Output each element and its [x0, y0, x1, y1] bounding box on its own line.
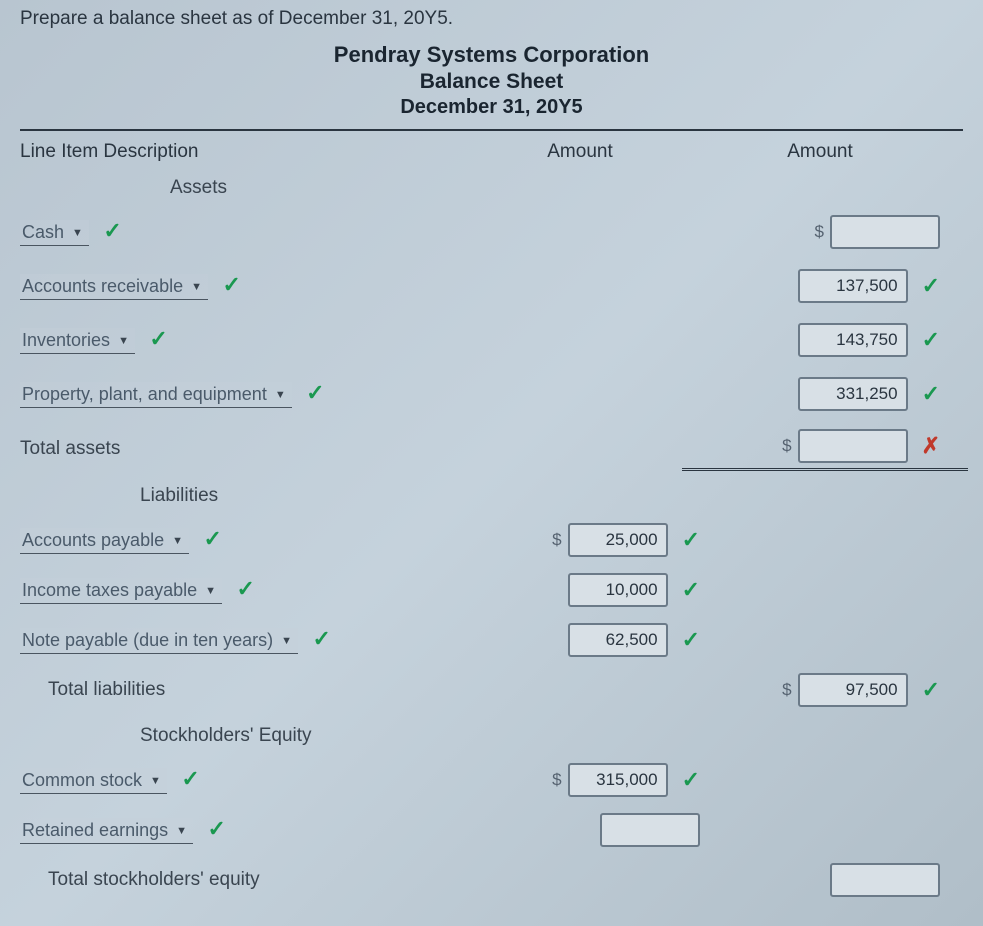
caret-down-icon: ▼ — [191, 281, 202, 293]
caret-down-icon: ▼ — [118, 335, 129, 347]
input-inv-amount[interactable] — [798, 323, 908, 357]
dropdown-ppe[interactable]: Property, plant, and equipment ▼ — [20, 382, 292, 408]
dropdown-label: Accounts payable — [22, 530, 164, 551]
col-amount-2: Amount — [700, 141, 940, 163]
input-itp-amount[interactable] — [568, 573, 668, 607]
caret-down-icon: ▼ — [176, 825, 187, 837]
input-ap-amount[interactable] — [568, 523, 668, 557]
input-ar-amount[interactable] — [798, 269, 908, 303]
dropdown-re[interactable]: Retained earnings ▼ — [20, 818, 193, 844]
check-icon: ✓ — [922, 327, 940, 353]
check-icon: ✓ — [682, 767, 700, 793]
check-icon: ✓ — [682, 627, 700, 653]
section-assets: Assets — [170, 177, 963, 199]
check-icon: ✓ — [922, 381, 940, 407]
check-icon: ✓ — [922, 677, 940, 703]
dropdown-label: Inventories — [22, 330, 110, 351]
dropdown-label: Property, plant, and equipment — [22, 384, 267, 405]
cross-icon: ✗ — [922, 433, 940, 459]
check-icon: ✓ — [103, 218, 121, 244]
section-equity: Stockholders' Equity — [140, 725, 963, 747]
row-cash: Cash ▼ ✓ $ — [20, 213, 963, 251]
input-np-amount[interactable] — [568, 623, 668, 657]
row-ap: Accounts payable ▼ ✓ $ ✓ — [20, 521, 963, 559]
instruction-text: Prepare a balance sheet as of December 3… — [20, 8, 963, 30]
divider — [20, 129, 963, 131]
input-cash-amount[interactable] — [830, 215, 940, 249]
dropdown-label: Common stock — [22, 770, 142, 791]
col-description: Line Item Description — [20, 141, 460, 163]
row-inv: Inventories ▼ ✓ ✓ — [20, 321, 963, 359]
dropdown-itp[interactable]: Income taxes payable ▼ — [20, 578, 222, 604]
row-re: Retained earnings ▼ ✓ — [20, 811, 963, 849]
dropdown-ar[interactable]: Accounts receivable ▼ — [20, 274, 208, 300]
dropdown-label: Retained earnings — [22, 820, 168, 841]
row-cs: Common stock ▼ ✓ $ ✓ — [20, 761, 963, 799]
dropdown-ap[interactable]: Accounts payable ▼ — [20, 528, 189, 554]
check-icon: ✓ — [236, 576, 254, 602]
dropdown-label: Note payable (due in ten years) — [22, 630, 273, 651]
dropdown-inv[interactable]: Inventories ▼ — [20, 328, 135, 354]
input-cs-amount[interactable] — [568, 763, 668, 797]
dollar-sign: $ — [552, 530, 561, 550]
dollar-sign: $ — [782, 436, 791, 456]
label-total-liab: Total liabilities — [48, 679, 460, 701]
input-total-assets[interactable] — [798, 429, 908, 463]
statement-title: Balance Sheet — [20, 70, 963, 94]
check-icon: ✓ — [682, 527, 700, 553]
row-np: Note payable (due in ten years) ▼ ✓ ✓ — [20, 621, 963, 659]
check-icon: ✓ — [922, 273, 940, 299]
caret-down-icon: ▼ — [72, 227, 83, 239]
dropdown-label: Income taxes payable — [22, 580, 197, 601]
caret-down-icon: ▼ — [275, 389, 286, 401]
row-total-se: Total stockholders' equity — [20, 861, 963, 899]
check-icon: ✓ — [222, 272, 240, 298]
row-itp: Income taxes payable ▼ ✓ ✓ — [20, 571, 963, 609]
row-ar: Accounts receivable ▼ ✓ ✓ — [20, 267, 963, 305]
row-total-liab: Total liabilities $ ✓ — [20, 671, 963, 709]
row-ppe: Property, plant, and equipment ▼ ✓ ✓ — [20, 375, 963, 413]
worksheet: Prepare a balance sheet as of December 3… — [0, 0, 983, 923]
column-headers: Line Item Description Amount Amount — [20, 141, 963, 163]
row-total-assets: Total assets $ ✗ — [20, 429, 963, 469]
input-ppe-amount[interactable] — [798, 377, 908, 411]
label-total-assets: Total assets — [20, 438, 460, 460]
statement-date: December 31, 20Y5 — [20, 96, 963, 119]
dropdown-np[interactable]: Note payable (due in ten years) ▼ — [20, 628, 298, 654]
check-icon: ✓ — [203, 526, 221, 552]
section-liabilities: Liabilities — [140, 485, 963, 507]
check-icon: ✓ — [207, 816, 225, 842]
input-total-se[interactable] — [830, 863, 940, 897]
caret-down-icon: ▼ — [172, 535, 183, 547]
check-icon: ✓ — [682, 577, 700, 603]
caret-down-icon: ▼ — [281, 635, 292, 647]
col-amount-1: Amount — [460, 141, 700, 163]
label-total-se: Total stockholders' equity — [48, 869, 460, 891]
caret-down-icon: ▼ — [150, 775, 161, 787]
caret-down-icon: ▼ — [205, 585, 216, 597]
check-icon: ✓ — [149, 326, 167, 352]
dropdown-cs[interactable]: Common stock ▼ — [20, 768, 167, 794]
check-icon: ✓ — [306, 380, 324, 406]
dollar-sign: $ — [552, 770, 561, 790]
input-total-liab[interactable] — [798, 673, 908, 707]
input-re-amount[interactable] — [600, 813, 700, 847]
dropdown-cash[interactable]: Cash ▼ — [20, 220, 89, 246]
dropdown-label: Accounts receivable — [22, 276, 183, 297]
dropdown-label: Cash — [22, 222, 64, 243]
check-icon: ✓ — [313, 626, 331, 652]
dollar-sign: $ — [782, 680, 791, 700]
dollar-sign: $ — [815, 222, 824, 242]
check-icon: ✓ — [181, 766, 199, 792]
company-name: Pendray Systems Corporation — [20, 42, 963, 68]
statement-header: Pendray Systems Corporation Balance Shee… — [20, 42, 963, 119]
